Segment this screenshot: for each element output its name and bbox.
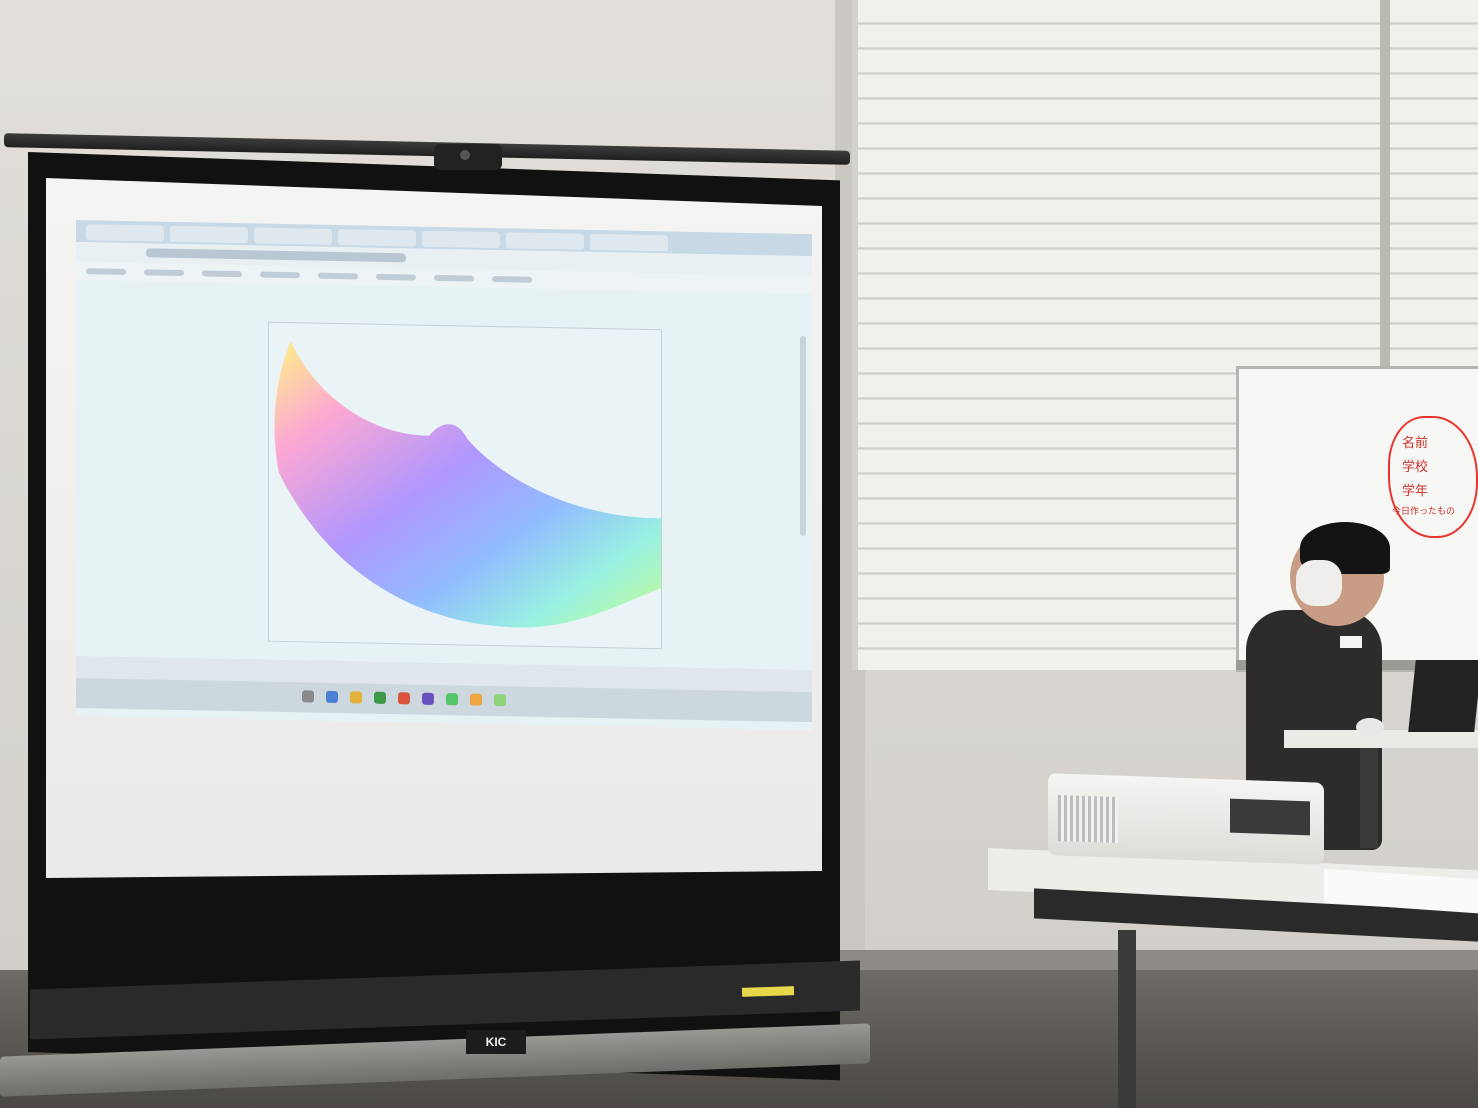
browser-tab [254, 227, 332, 245]
back-desk [1284, 730, 1478, 748]
bookmark [318, 272, 358, 280]
projector-ports [1230, 798, 1310, 836]
bookmark [434, 274, 474, 282]
task-icon [350, 691, 362, 704]
task-icon [326, 690, 338, 704]
browser-tab [170, 225, 248, 244]
handwritten-bubble [1388, 416, 1478, 538]
webcam-lens [460, 150, 470, 160]
laptop [1408, 660, 1478, 732]
window-frame [1380, 0, 1390, 370]
task-icon [494, 694, 506, 707]
bookmark [376, 273, 416, 281]
rainbow-fan-shape [274, 341, 661, 628]
table-leg [1118, 930, 1136, 1108]
task-icon [398, 692, 410, 705]
yellow-tape [741, 986, 795, 997]
face-mask [1296, 560, 1342, 606]
whiteboard-line: 学年 [1402, 484, 1429, 499]
task-icon [422, 692, 434, 705]
task-icon [374, 691, 386, 704]
task-icon [470, 693, 482, 706]
bookmark [202, 270, 242, 278]
projected-browser [76, 220, 812, 731]
desk-leg [1360, 748, 1378, 848]
whiteboard-line: 今日作ったもの [1392, 507, 1456, 517]
bookmark [492, 275, 532, 283]
browser-tab [590, 233, 668, 252]
spiral-figure [274, 341, 661, 628]
task-icon [446, 693, 458, 706]
brand-label: KIC [466, 1030, 526, 1054]
browser-tab [422, 230, 500, 249]
drawing-canvas [268, 321, 662, 650]
projector-vent [1058, 794, 1118, 844]
whiteboard-line: 名前 [1402, 436, 1429, 451]
browser-tab [86, 224, 164, 242]
browser-tab [338, 229, 416, 247]
bookmark [144, 269, 184, 277]
name-tag [1340, 636, 1362, 648]
task-icon [302, 690, 314, 703]
bookmark [86, 268, 126, 275]
url-field [146, 248, 406, 263]
computer-mouse [1356, 718, 1384, 736]
whiteboard-line: 学校 [1402, 460, 1429, 475]
bookmark [260, 271, 300, 279]
scrollbar [800, 335, 806, 537]
browser-tab [506, 232, 584, 250]
